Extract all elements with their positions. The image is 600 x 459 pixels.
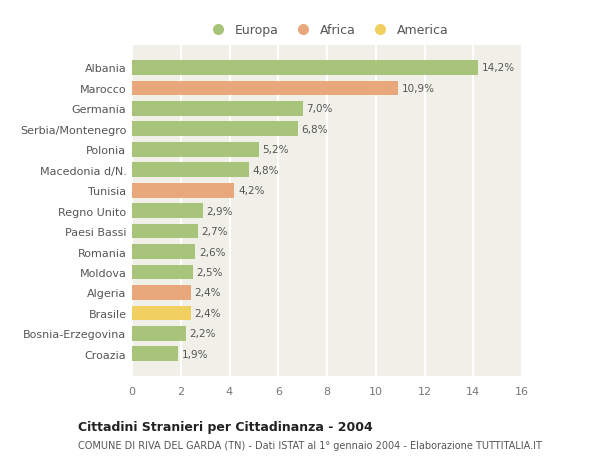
Legend: Europa, Africa, America: Europa, Africa, America (200, 19, 454, 42)
Bar (132, 245, 196, 259)
Text: 2,6%: 2,6% (199, 247, 226, 257)
Bar (132, 184, 235, 198)
Bar (132, 122, 298, 137)
Bar (132, 143, 259, 157)
Text: 2,4%: 2,4% (194, 288, 221, 298)
Text: 2,2%: 2,2% (189, 329, 216, 339)
Text: 14,2%: 14,2% (482, 63, 515, 73)
Text: 5,2%: 5,2% (262, 145, 289, 155)
Text: 2,9%: 2,9% (206, 206, 233, 216)
Bar (132, 102, 302, 117)
Text: Cittadini Stranieri per Cittadinanza - 2004: Cittadini Stranieri per Cittadinanza - 2… (78, 420, 373, 433)
Bar (132, 163, 249, 178)
Text: 2,5%: 2,5% (197, 268, 223, 277)
Bar (132, 224, 198, 239)
Bar (132, 347, 178, 361)
Bar (132, 306, 191, 320)
Bar (132, 61, 478, 76)
Text: 6,8%: 6,8% (301, 124, 328, 134)
Text: 4,2%: 4,2% (238, 186, 265, 196)
Text: 2,4%: 2,4% (194, 308, 221, 318)
Text: 10,9%: 10,9% (401, 84, 434, 94)
Text: 2,7%: 2,7% (202, 227, 228, 236)
Text: COMUNE DI RIVA DEL GARDA (TN) - Dati ISTAT al 1° gennaio 2004 - Elaborazione TUT: COMUNE DI RIVA DEL GARDA (TN) - Dati IST… (78, 440, 542, 450)
Bar (132, 326, 185, 341)
Text: 7,0%: 7,0% (306, 104, 332, 114)
Bar (132, 81, 398, 96)
Bar (132, 285, 191, 300)
Text: 4,8%: 4,8% (253, 165, 279, 175)
Bar (132, 204, 203, 218)
Text: 1,9%: 1,9% (182, 349, 208, 359)
Bar (132, 265, 193, 280)
